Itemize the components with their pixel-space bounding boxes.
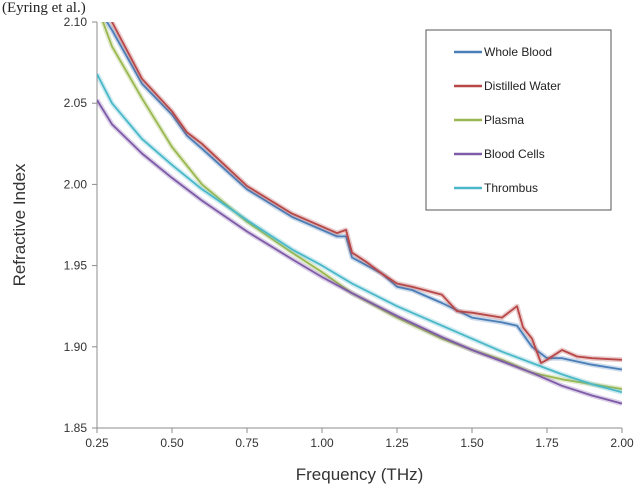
- series-line-4: [97, 73, 622, 394]
- legend-label: Plasma: [484, 113, 524, 127]
- y-tick-label: 2.05: [64, 96, 88, 110]
- legend-label: Whole Blood: [484, 45, 552, 59]
- y-tick-label: 2.10: [64, 15, 88, 29]
- x-tick-label: 2.00: [610, 436, 634, 450]
- legend-label: Thrombus: [484, 181, 538, 195]
- x-tick-label: 0.50: [160, 436, 184, 450]
- x-tick-label: 0.25: [85, 436, 109, 450]
- x-tick-label: 1.50: [460, 436, 484, 450]
- x-tick-label: 1.75: [535, 436, 559, 450]
- legend-label: Distilled Water: [484, 79, 561, 93]
- y-tick-label: 2.00: [64, 177, 88, 191]
- x-tick-label: 1.00: [310, 436, 334, 450]
- series-line-3: [97, 99, 622, 405]
- legend: Whole Blood Distilled Water Plasma Blood Ce…: [425, 29, 612, 211]
- x-tick-label: 1.25: [385, 436, 409, 450]
- plot-frame: [96, 22, 622, 429]
- x-tick-label: 0.75: [235, 436, 259, 450]
- y-tick-label: 1.90: [64, 340, 88, 354]
- y-tick-label: 1.85: [64, 421, 88, 435]
- y-axis-title: Refractive Index: [10, 163, 29, 286]
- y-tick-label: 1.95: [64, 259, 88, 273]
- series-layer: [97, 22, 622, 407]
- top-caption: (Eyring et al.): [2, 0, 86, 16]
- legend-label: Blood Cells: [484, 147, 545, 161]
- series-line-0: [105, 22, 622, 371]
- axis-layer: 0.25 0.50 0.75 1.00 1.25 1.50 1.75 2.00 1.85 1.90…: [64, 15, 634, 450]
- x-axis-title: Frequency (THz): [296, 465, 424, 484]
- series-line-1: [110, 22, 622, 364]
